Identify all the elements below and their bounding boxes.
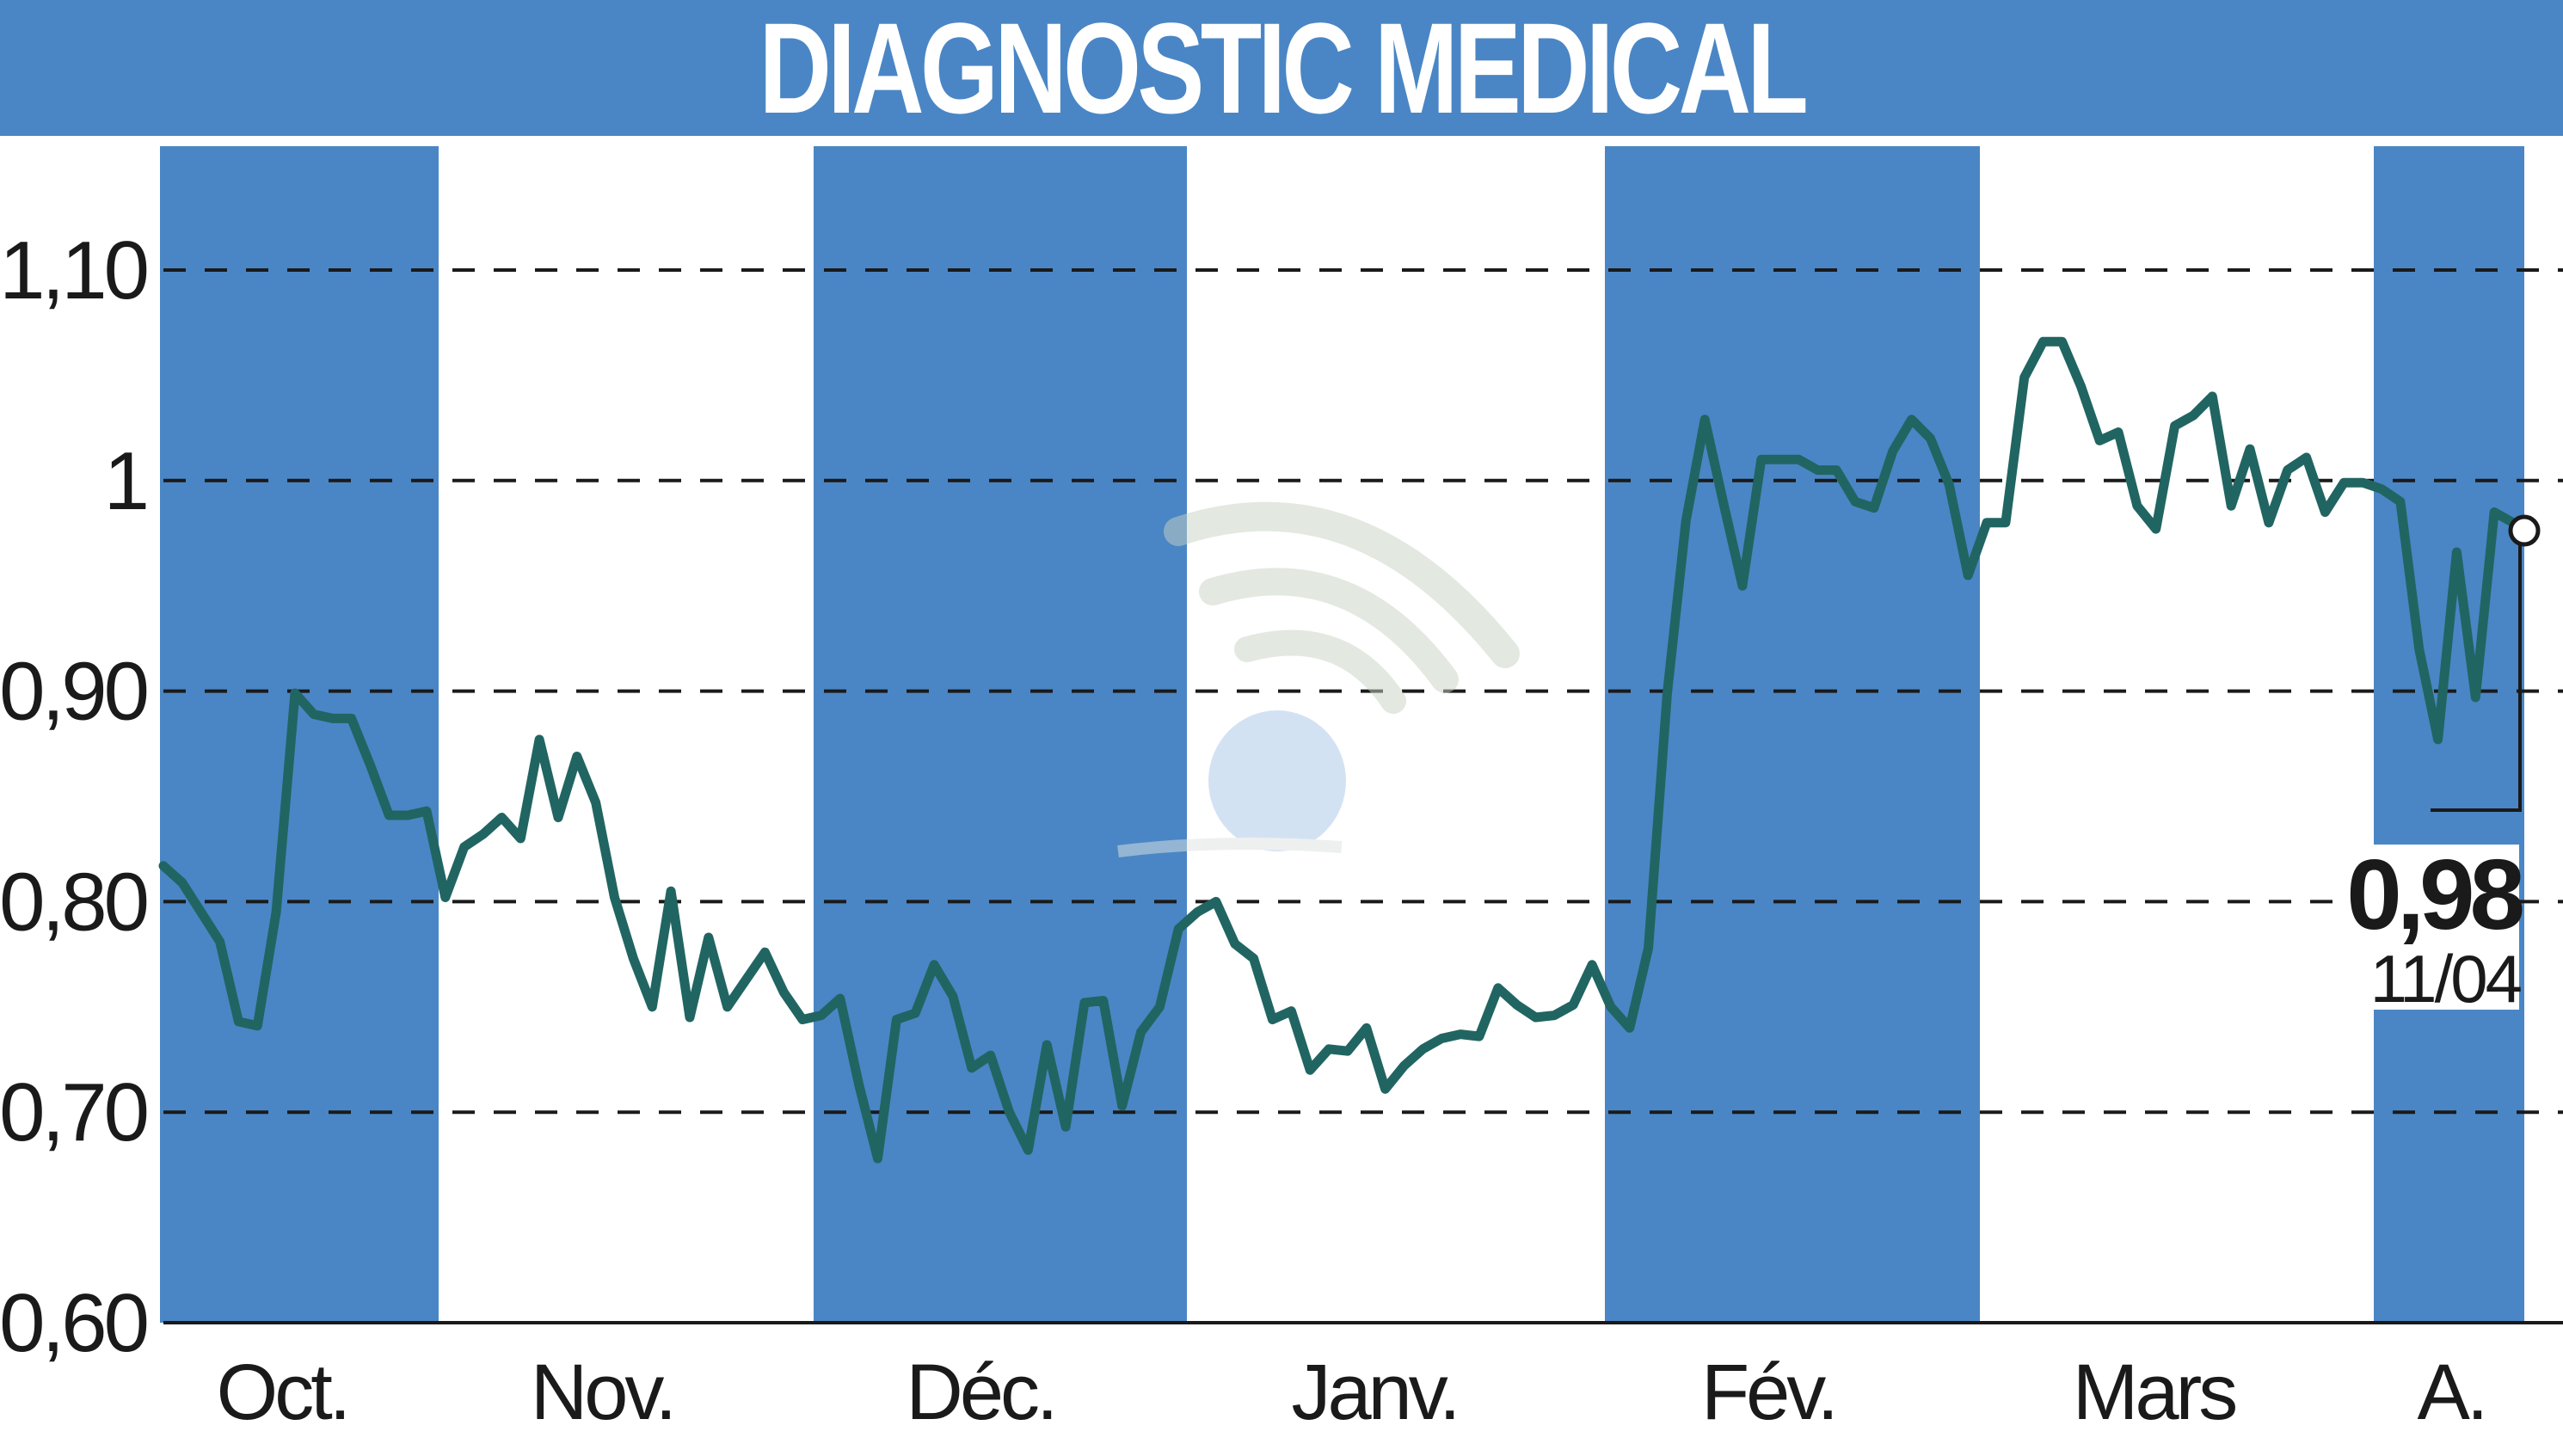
month-bands (160, 146, 2524, 1323)
title-bar: DIAGNOSTIC MEDICAL (0, 0, 2563, 136)
x-axis-ticks: Oct. Nov. Déc. Janv. Fév. Mars A. (217, 1348, 2489, 1436)
price-line (158, 336, 2518, 1164)
x-tick-label: Déc. (906, 1348, 1054, 1436)
last-value-label: 0,98 (2346, 839, 2522, 950)
last-label-background (2335, 845, 2519, 1010)
y-tick-label: 1 (104, 435, 146, 527)
y-tick-label: 1,10 (0, 224, 147, 316)
x-tick-label: Mars (2073, 1348, 2235, 1436)
y-axis-ticks: 0,60 0,70 0,80 0,90 1 1,10 (0, 224, 151, 1369)
x-tick-label: Janv. (1291, 1348, 1457, 1436)
grid-lines (163, 268, 2563, 1324)
last-value-bracket (2431, 531, 2522, 812)
month-band-6 (2374, 146, 2524, 1323)
x-tick-label: Nov. (531, 1348, 673, 1436)
chart-title: DIAGNOSTIC MEDICAL (759, 0, 1808, 140)
last-point-circle (2508, 514, 2541, 547)
x-tick-label: A. (2418, 1348, 2486, 1436)
last-date-label: 11/04 (2370, 941, 2522, 1017)
y-tick-label: 0,80 (0, 856, 147, 948)
y-tick-label: 0,60 (0, 1277, 147, 1369)
x-tick-label: Fév. (1701, 1348, 1835, 1436)
y-tick-label: 0,70 (0, 1066, 147, 1158)
month-band-2 (814, 146, 1187, 1323)
last-value-marker: 0,98 11/04 (2335, 514, 2541, 1017)
watermark-logo (1117, 501, 1520, 857)
y-tick-label: 0,90 (0, 646, 147, 738)
x-tick-label: Oct. (217, 1348, 348, 1436)
month-band-0 (160, 146, 439, 1323)
